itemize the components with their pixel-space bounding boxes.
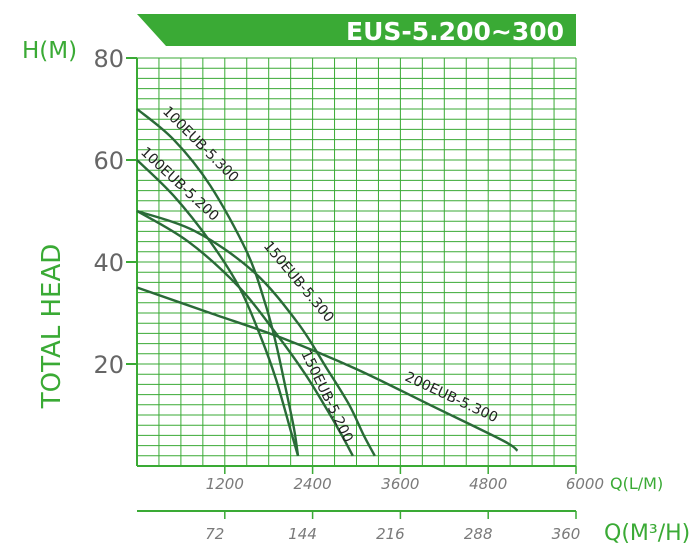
x-tick-label-secondary: 144 — [288, 525, 317, 543]
x-tick-label-secondary: 216 — [376, 525, 405, 543]
grid — [137, 57, 577, 466]
curve-label: 150EUB-5.200 — [297, 348, 355, 445]
y-axis-title: TOTAL HEAD — [37, 244, 67, 410]
y-ticks: 80 60 40 20 — [93, 45, 137, 379]
x-tick-label-secondary: 288 — [464, 525, 493, 543]
y-tick-label: 80 — [93, 45, 124, 73]
y-tick-label: 60 — [93, 147, 124, 175]
y-tick-label: 20 — [93, 351, 124, 379]
y-tick-label: 40 — [93, 249, 124, 277]
pump-curves — [136, 108, 519, 457]
x-tick-label-primary: 3600 — [381, 475, 419, 493]
curve-150eub-5-200 — [136, 209, 354, 457]
curve-labels: 100EUB-5.300100EUB-5.200150EUB-5.300150E… — [137, 104, 500, 446]
x-tick-label-secondary: 72 — [205, 525, 224, 543]
x-unit-secondary: Q(M³/H) — [604, 521, 690, 546]
title-banner — [137, 14, 576, 46]
x-tick-label-primary: 2400 — [294, 475, 332, 493]
curve-200eub-5-300 — [136, 286, 519, 452]
y-unit-label: H(M) — [22, 38, 77, 64]
x-tick-label-secondary: 360 — [552, 525, 581, 543]
x-tick-label-primary: 6000 — [566, 475, 604, 493]
x-unit-primary: Q(L/M) — [610, 474, 663, 493]
x-ticks-primary: 1200 2400 3600 4800 6000 — [206, 466, 604, 493]
chart-title: EUS-5.200~300 — [346, 17, 564, 46]
x-tick-label-primary: 4800 — [469, 475, 507, 493]
curve-100eub-5-200 — [136, 159, 300, 457]
x-tick-label-primary: 1200 — [206, 475, 244, 493]
curve-100eub-5-300 — [136, 108, 300, 456]
x-ticks-secondary: 72 144 216 288 360 — [205, 511, 580, 543]
curve-150eub-5-300 — [136, 209, 376, 457]
